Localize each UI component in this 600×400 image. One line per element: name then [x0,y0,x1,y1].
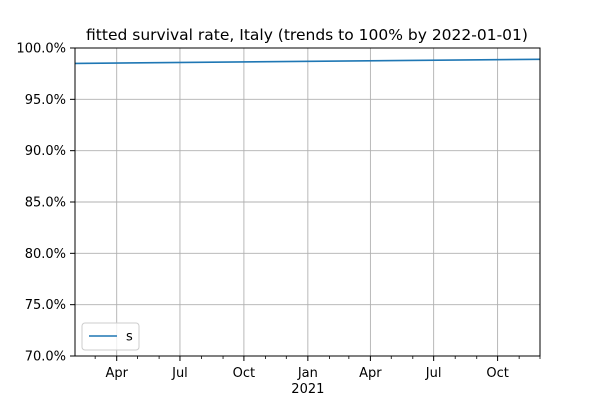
y-axis: 70.0% 75.0% 80.0% 85.0% 90.0% 95.0% 100.0% [16,42,75,365]
y-tick-label: 85.0% [25,196,66,211]
x-tick-label: Oct [486,366,508,381]
x-axis: Apr Jul Oct Jan Apr Jul Oct 2021 [94,356,541,397]
chart-title: fitted survival rate, Italy (trends to 1… [86,26,528,44]
series-line-s [74,58,541,65]
y-tick-label: 80.0% [25,247,66,262]
x-tick-label: Jul [171,366,188,381]
y-tick-label: 70.0% [25,350,66,365]
legend: s [81,322,140,351]
y-tick-label: 100.0% [16,42,66,57]
x-tick-label: Jul [425,366,442,381]
x-tick-label: Apr [105,366,128,381]
x-year-label: 2021 [291,382,324,397]
series-lines [74,58,541,65]
y-tick-label: 95.0% [25,93,66,108]
y-tick-label: 75.0% [25,298,66,313]
legend-label: s [126,330,133,345]
y-tick-label: 90.0% [25,144,66,159]
x-tick-label: Oct [233,366,255,381]
x-tick-label: Apr [359,366,382,381]
x-tick-label: Jan [297,366,318,381]
